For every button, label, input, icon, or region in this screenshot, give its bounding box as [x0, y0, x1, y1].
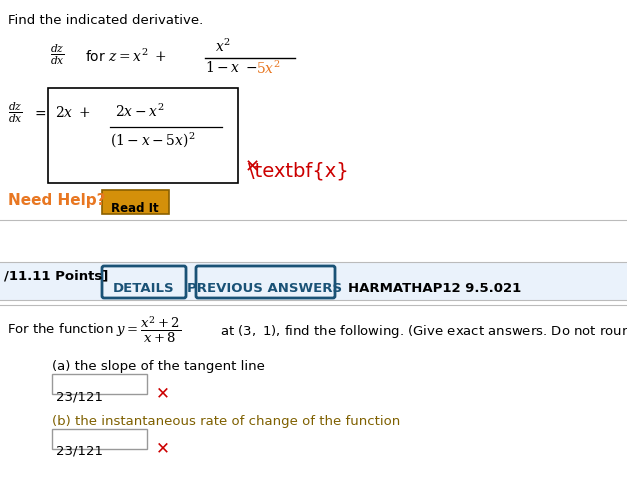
Text: $2x - x^{2}$: $2x - x^{2}$	[115, 103, 164, 120]
Text: /11.11 Points]: /11.11 Points]	[4, 269, 108, 282]
Text: Need Help?: Need Help?	[8, 193, 105, 208]
Text: 23/121: 23/121	[56, 445, 103, 458]
Text: For the function $y = \dfrac{x^{2}+2}{x+8}$: For the function $y = \dfrac{x^{2}+2}{x+…	[7, 315, 181, 345]
Text: ✕: ✕	[156, 384, 170, 402]
Text: $5x^{2}$: $5x^{2}$	[256, 60, 280, 77]
Text: $\frac{dz}{dx}$: $\frac{dz}{dx}$	[8, 100, 23, 125]
Text: (b) the instantaneous rate of change of the function: (b) the instantaneous rate of change of …	[52, 415, 400, 428]
Text: $1 - x\ -\ $: $1 - x\ -\ $	[205, 60, 258, 75]
Text: $=$: $=$	[32, 106, 47, 120]
Text: HARMATHAP12 9.5.021: HARMATHAP12 9.5.021	[348, 282, 521, 295]
Text: ✕: ✕	[156, 439, 170, 457]
Text: $\frac{dz}{dx}$: $\frac{dz}{dx}$	[50, 42, 65, 67]
Text: ✕: ✕	[245, 158, 260, 176]
Text: 23/121: 23/121	[56, 390, 103, 403]
Bar	[0, 262, 627, 300]
FancyBboxPatch shape	[102, 266, 186, 298]
Text: for $z = x^{2}\ +$: for $z = x^{2}\ +$	[85, 48, 167, 65]
Text: \textbf{x}: \textbf{x}	[248, 162, 349, 181]
Text: Read It: Read It	[111, 202, 159, 215]
Text: PREVIOUS ANSWERS: PREVIOUS ANSWERS	[187, 282, 342, 295]
Text: Find the indicated derivative.: Find the indicated derivative.	[8, 14, 203, 27]
Bar	[52, 374, 147, 394]
Bar	[48, 88, 238, 183]
FancyBboxPatch shape	[102, 190, 169, 214]
Text: $\left(1 - x - 5x\right)^{2}$: $\left(1 - x - 5x\right)^{2}$	[110, 130, 195, 149]
FancyBboxPatch shape	[196, 266, 335, 298]
Text: (a) the slope of the tangent line: (a) the slope of the tangent line	[52, 360, 265, 373]
Text: $2x\ +$: $2x\ +$	[55, 105, 91, 120]
Text: at $(3,\ 1)$, find the following. (Give exact answers. Do not round.): at $(3,\ 1)$, find the following. (Give …	[220, 323, 627, 340]
Bar	[52, 429, 147, 449]
Text: $x^{2}$: $x^{2}$	[215, 38, 231, 55]
Text: DETAILS: DETAILS	[113, 282, 175, 295]
